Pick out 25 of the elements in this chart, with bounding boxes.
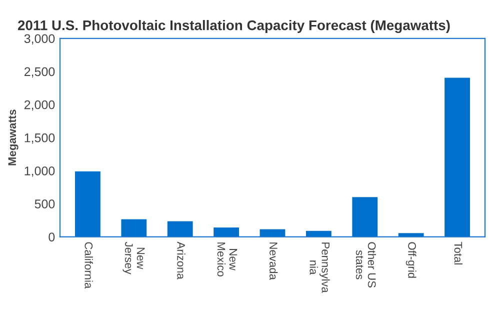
bar	[352, 197, 378, 237]
y-tick-label: 3,000	[24, 34, 55, 45]
y-tick-label: 2,500	[24, 67, 55, 78]
x-tick-label: Arizona	[177, 242, 186, 280]
bar	[121, 219, 147, 237]
bar	[167, 221, 193, 237]
bar	[260, 229, 286, 237]
y-tick-label: 500	[34, 200, 55, 208]
x-tick-label: Nevada	[270, 242, 278, 280]
chart-title: 2011 U.S. Photovoltaic Installation Capacity Forecast (Megawatts)	[18, 20, 450, 34]
x-tick-label: California	[84, 242, 93, 289]
x-tick-label: Other US states	[356, 242, 376, 288]
x-tick-label: New Jersey	[122, 242, 145, 274]
x-tick-label: Total	[454, 242, 462, 264]
y-axis-title: Megawatts	[8, 110, 18, 166]
x-tick-label: Off-grid	[406, 242, 416, 278]
y-tick-label: 1,000	[24, 166, 55, 177]
bar	[444, 78, 470, 237]
x-tick-label: Pennsylva nia	[310, 242, 330, 293]
bar	[75, 171, 100, 237]
x-tick-label: New Mexico	[217, 242, 238, 276]
y-tick-label: 2,000	[24, 100, 55, 111]
bar	[214, 228, 240, 237]
y-tick-label: 0	[48, 232, 55, 242]
y-tick-label: 1,500	[24, 133, 55, 144]
